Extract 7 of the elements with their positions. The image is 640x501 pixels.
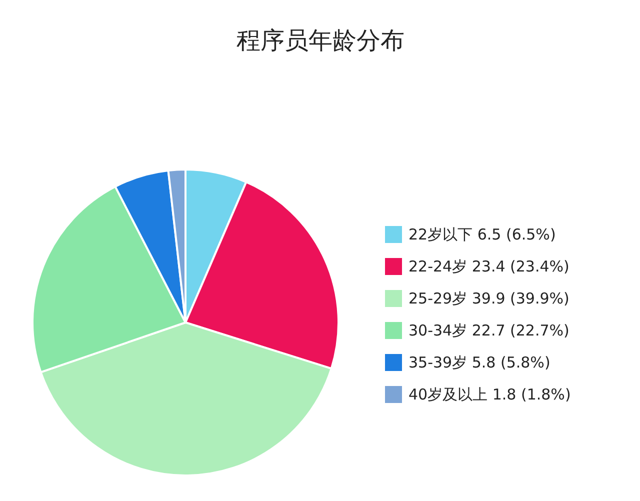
legend-label: 40岁及以上 1.8 (1.8%) [408, 386, 571, 404]
legend-label: 25-29岁 39.9 (39.9%) [408, 290, 570, 308]
legend-label: 30-34岁 22.7 (22.7%) [408, 322, 570, 340]
chart-title: 程序员年龄分布 [236, 26, 404, 54]
legend-label: 22岁以下 6.5 (6.5%) [408, 226, 556, 244]
legend-label: 35-39岁 5.8 (5.8%) [408, 354, 550, 372]
legend-label: 22-24岁 23.4 (23.4%) [408, 258, 570, 276]
